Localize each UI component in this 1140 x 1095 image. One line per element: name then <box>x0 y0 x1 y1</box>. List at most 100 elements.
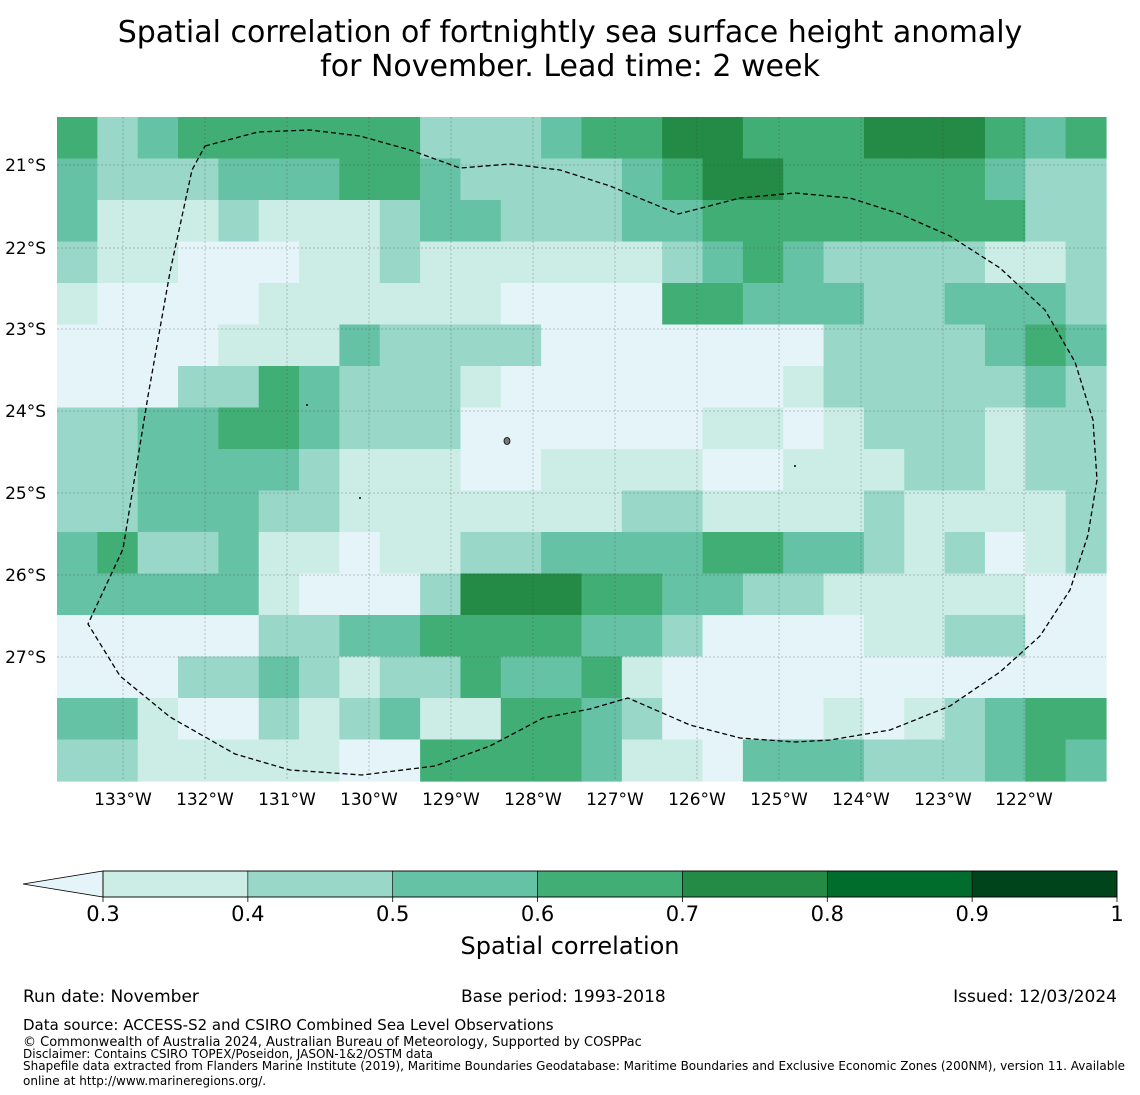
gridlines <box>57 117 1106 781</box>
colorbar-segment <box>392 870 538 898</box>
heatmap-cell <box>702 241 744 284</box>
heatmap-cell <box>500 615 542 658</box>
heatmap-cell <box>581 490 623 533</box>
heatmap-cell <box>299 532 341 575</box>
heatmap-cell <box>742 573 784 616</box>
heatmap-cell <box>904 117 946 160</box>
heatmap-cell <box>137 532 179 575</box>
heatmap-cell <box>137 158 179 201</box>
eez-boundary <box>87 129 1098 776</box>
heatmap-cell <box>904 407 946 450</box>
heatmap-cell <box>944 117 986 160</box>
issued-date: Issued: 12/03/2024 <box>953 987 1117 1007</box>
heatmap-cell <box>500 449 542 492</box>
heatmap-cell <box>97 615 139 658</box>
heatmap-cell <box>258 490 300 533</box>
heatmap-cell <box>178 490 219 533</box>
heatmap-cell <box>420 449 462 492</box>
heatmap-cell <box>863 241 905 284</box>
heatmap-cell <box>178 407 219 450</box>
heatmap-cell <box>783 407 825 450</box>
heatmap-cell <box>621 739 663 782</box>
heatmap-cell <box>218 573 260 616</box>
heatmap-cell <box>984 200 1026 243</box>
heatmap-cell <box>1065 117 1107 160</box>
heatmap-cell <box>541 698 583 741</box>
heatmap-cell <box>258 573 300 616</box>
heatmap-cell <box>783 490 825 533</box>
heatmap-cell <box>500 324 542 367</box>
heatmap-cell <box>339 407 381 450</box>
heatmap-cell <box>702 158 744 201</box>
heatmap-cell <box>178 532 219 575</box>
heatmap-cell <box>218 532 260 575</box>
y-tick-label: 24°S <box>5 402 46 422</box>
heatmap-cell <box>339 698 381 741</box>
heatmap-cell <box>500 366 542 409</box>
x-tick-label: 130°W <box>340 790 398 810</box>
heatmap-cell <box>57 324 98 367</box>
colorbar-segment <box>102 870 249 898</box>
heatmap-cell <box>137 490 179 533</box>
heatmap-cell <box>299 490 341 533</box>
heatmap-cell <box>1025 739 1067 782</box>
heatmap-cell <box>420 615 462 658</box>
heatmap-cell <box>57 449 98 492</box>
heatmap-cell <box>97 117 139 160</box>
heatmap-cell <box>178 117 219 160</box>
heatmap-cell <box>1025 324 1067 367</box>
heatmap-cell <box>460 366 502 409</box>
heatmap-cell <box>984 366 1026 409</box>
heatmap-cell <box>783 366 825 409</box>
heatmap-cell <box>904 241 946 284</box>
heatmap-cell <box>1065 366 1107 409</box>
colorbar-tick-label: 0.5 <box>376 902 409 926</box>
heatmap-cell <box>783 324 825 367</box>
heatmap-cell <box>662 449 704 492</box>
chart-svg: 133°W 132°W 131°W 130°W 129°W 128°W 127°W 126°W… <box>5 117 1124 960</box>
heatmap-cell <box>662 241 704 284</box>
colorbar-tick-label: 0.7 <box>666 902 699 926</box>
heatmap-cell <box>944 532 986 575</box>
heatmap-cell <box>904 200 946 243</box>
heatmap-cell <box>460 698 502 741</box>
heatmap-cell <box>783 573 825 616</box>
heatmap-cell <box>944 241 986 284</box>
heatmap-cell <box>1065 158 1107 201</box>
heatmap-cell <box>863 739 905 782</box>
heatmap-cell <box>299 739 341 782</box>
heatmap-cell <box>581 200 623 243</box>
heatmap-cell <box>944 407 986 450</box>
heatmap-cell <box>742 698 784 741</box>
colorbar-tick-label: 0.9 <box>955 902 988 926</box>
heatmap-cell <box>581 449 623 492</box>
y-tick-label: 26°S <box>5 566 46 586</box>
heatmap-cell <box>178 656 219 699</box>
heatmap-cell <box>460 324 502 367</box>
heatmap-cell <box>904 449 946 492</box>
heatmap-cell <box>702 407 744 450</box>
heatmap-cell <box>742 532 784 575</box>
heatmap-cell <box>379 241 421 284</box>
colorbar-frame <box>102 870 1118 898</box>
run-date: Run date: November <box>23 987 199 1007</box>
heatmap-cell <box>662 615 704 658</box>
y-tick-label: 21°S <box>5 156 46 176</box>
heatmap-cell <box>662 407 704 450</box>
heatmap-cell <box>258 532 300 575</box>
heatmap-cell <box>1025 573 1067 616</box>
heatmap-cell <box>339 449 381 492</box>
heatmap-cell <box>581 573 623 616</box>
heatmap-cell <box>1025 241 1067 284</box>
heatmap-cell <box>863 573 905 616</box>
heatmap-cell <box>460 656 502 699</box>
heatmap-cell <box>420 698 462 741</box>
heatmap-cell <box>500 656 542 699</box>
heatmap-cell <box>379 490 421 533</box>
heatmap-cell <box>823 241 865 284</box>
heatmap-cell <box>863 366 905 409</box>
heatmap-cell <box>1065 490 1107 533</box>
heatmap-cell <box>984 573 1026 616</box>
heatmap-cell <box>742 407 784 450</box>
heatmap-cell <box>258 366 300 409</box>
